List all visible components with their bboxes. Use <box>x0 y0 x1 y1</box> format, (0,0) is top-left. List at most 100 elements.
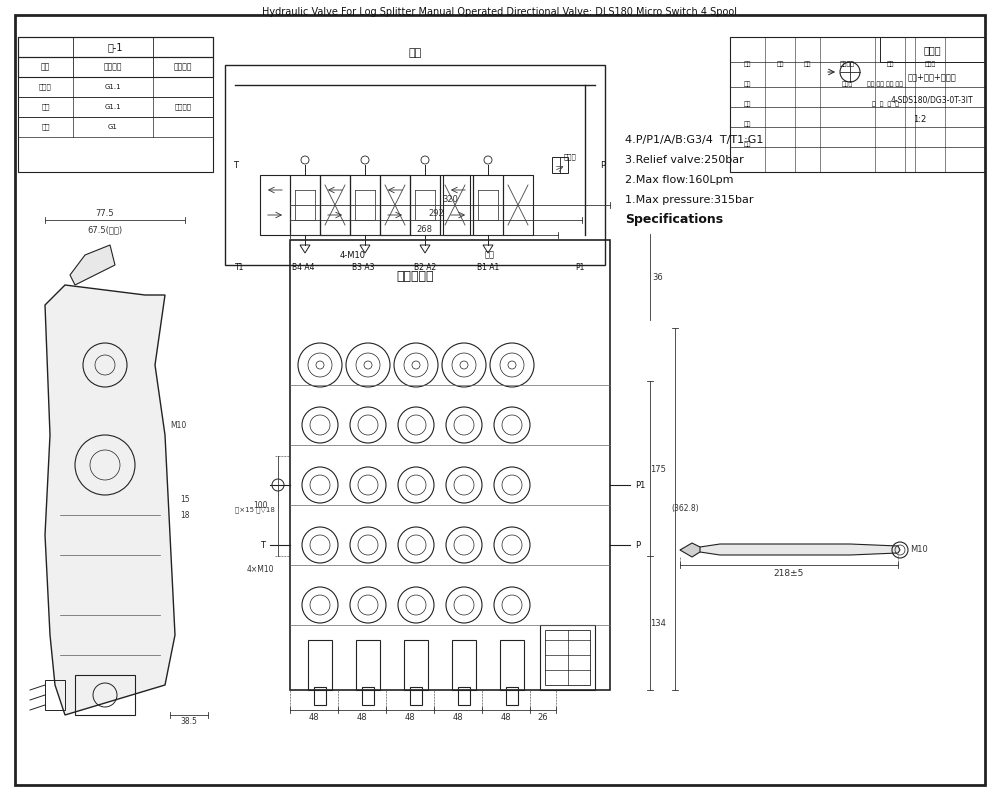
Bar <box>18 37 213 57</box>
Bar <box>380 175 410 235</box>
Text: P: P <box>600 161 605 170</box>
Text: 推荐管径: 推荐管径 <box>104 62 122 71</box>
Bar <box>443 175 473 235</box>
Text: 48: 48 <box>357 714 367 722</box>
Text: 单联: 单联 <box>485 250 495 259</box>
Bar <box>314 687 326 705</box>
Bar <box>452 640 476 690</box>
Text: B2 A2: B2 A2 <box>414 263 436 273</box>
Text: B4 A4: B4 A4 <box>292 263 314 273</box>
Text: B1 A1: B1 A1 <box>477 263 499 273</box>
Bar <box>75 675 135 715</box>
Bar <box>18 117 213 137</box>
Text: B3 A3: B3 A3 <box>352 263 374 273</box>
Text: 推荐流速: 推荐流速 <box>174 62 192 71</box>
Text: 26: 26 <box>538 714 548 722</box>
Bar <box>356 640 380 690</box>
Text: 更改单号: 更改单号 <box>840 62 854 66</box>
Text: (362.8): (362.8) <box>671 505 699 514</box>
Text: 292: 292 <box>428 210 444 218</box>
Text: 四联+单联+双触点: 四联+单联+双触点 <box>908 73 956 82</box>
Text: Hydraulic Valve For Log Splitter Manual Operated Directional Valve: DLS180 Micro: Hydraulic Valve For Log Splitter Manual … <box>262 7 738 17</box>
Text: 液压原理图: 液压原理图 <box>396 270 434 283</box>
Text: T: T <box>260 541 265 550</box>
Text: 签名: 签名 <box>886 62 894 66</box>
Bar <box>18 97 213 117</box>
Bar <box>552 157 568 173</box>
Text: 2.Max flow:160Lpm: 2.Max flow:160Lpm <box>625 175 734 185</box>
Text: 标记 标准 重量 比例: 标记 标准 重量 比例 <box>867 82 903 86</box>
Bar <box>225 65 605 265</box>
Text: 接口: 接口 <box>41 62 50 71</box>
Text: 218±5: 218±5 <box>774 569 804 578</box>
Bar <box>362 687 374 705</box>
Bar <box>473 175 503 235</box>
Bar <box>503 175 533 235</box>
Bar <box>45 680 65 710</box>
Text: 年月日: 年月日 <box>924 62 936 66</box>
Text: 4-M10: 4-M10 <box>340 250 366 259</box>
Text: P1: P1 <box>575 263 585 273</box>
Text: 孔×15 台▽18: 孔×15 台▽18 <box>235 506 275 514</box>
Bar <box>290 175 320 235</box>
Text: 36: 36 <box>653 273 663 282</box>
Text: 48: 48 <box>453 714 463 722</box>
Text: 4.P/P1/A/B:G3/4  T/T1:G1: 4.P/P1/A/B:G3/4 T/T1:G1 <box>625 135 763 145</box>
Text: 268: 268 <box>416 225 432 234</box>
Text: Specifications: Specifications <box>625 214 723 226</box>
Text: T: T <box>233 161 238 170</box>
Polygon shape <box>680 544 900 555</box>
Bar <box>18 37 213 172</box>
Text: 设计: 设计 <box>743 82 751 86</box>
Text: 共  页  第  页: 共 页 第 页 <box>872 102 898 106</box>
Bar <box>880 37 985 62</box>
Bar <box>290 240 610 690</box>
Text: 48: 48 <box>405 714 415 722</box>
Text: T1: T1 <box>235 263 245 273</box>
Bar <box>320 175 350 235</box>
Text: 工艺: 工艺 <box>743 142 751 146</box>
Bar <box>18 77 213 97</box>
Text: 48: 48 <box>501 714 511 722</box>
Polygon shape <box>70 245 115 285</box>
Bar <box>308 640 332 690</box>
Text: 18: 18 <box>180 510 190 519</box>
Text: 38.5: 38.5 <box>181 718 197 726</box>
Text: G1: G1 <box>108 124 118 130</box>
Text: 100: 100 <box>254 502 268 510</box>
Bar <box>500 640 524 690</box>
Bar <box>545 630 590 685</box>
Bar <box>540 625 595 690</box>
Bar <box>506 687 518 705</box>
Text: G1.1: G1.1 <box>105 84 121 90</box>
Text: 134: 134 <box>650 618 666 627</box>
Text: 175: 175 <box>650 465 666 474</box>
Bar <box>410 687 422 705</box>
Polygon shape <box>45 285 175 715</box>
Text: G1.1: G1.1 <box>105 104 121 110</box>
Text: 批准: 批准 <box>743 122 751 126</box>
Text: M10: M10 <box>170 421 186 430</box>
Text: 吸口: 吸口 <box>41 124 50 130</box>
Text: 48: 48 <box>309 714 319 722</box>
Polygon shape <box>680 543 700 557</box>
Bar <box>458 687 470 705</box>
Bar <box>260 175 290 235</box>
Bar <box>404 640 428 690</box>
Text: 吸油口: 吸油口 <box>39 84 52 90</box>
Bar <box>380 175 410 235</box>
Bar <box>410 175 440 235</box>
Bar <box>730 37 985 172</box>
Text: P: P <box>635 541 640 550</box>
Text: 审核: 审核 <box>743 102 751 106</box>
Text: 分区: 分区 <box>803 62 811 66</box>
Text: 表-1: 表-1 <box>108 42 123 52</box>
Text: 溢流阀: 溢流阀 <box>564 154 576 160</box>
Text: 外形图: 外形图 <box>923 45 941 55</box>
Text: 4×M10: 4×M10 <box>246 566 274 574</box>
Text: 串联: 串联 <box>408 48 422 58</box>
Text: 吸油: 吸油 <box>41 104 50 110</box>
Text: 320: 320 <box>442 194 458 203</box>
Text: 1.Max pressure:315bar: 1.Max pressure:315bar <box>625 195 754 205</box>
Text: 67.5(轴心): 67.5(轴心) <box>87 226 123 234</box>
